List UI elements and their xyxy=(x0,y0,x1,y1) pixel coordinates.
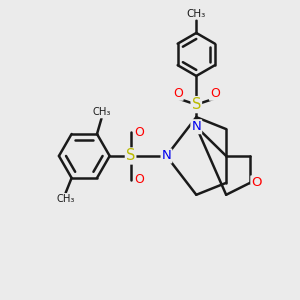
Text: O: O xyxy=(251,176,262,189)
Text: N: N xyxy=(191,120,201,133)
Text: CH₃: CH₃ xyxy=(92,107,111,118)
Text: CH₃: CH₃ xyxy=(56,194,75,204)
Text: S: S xyxy=(192,97,201,112)
Text: CH₃: CH₃ xyxy=(187,8,206,19)
Text: N: N xyxy=(161,149,171,163)
Text: O: O xyxy=(210,87,220,100)
Text: O: O xyxy=(173,87,183,100)
Text: O: O xyxy=(134,173,144,186)
Text: O: O xyxy=(134,126,144,139)
Text: S: S xyxy=(126,148,135,164)
